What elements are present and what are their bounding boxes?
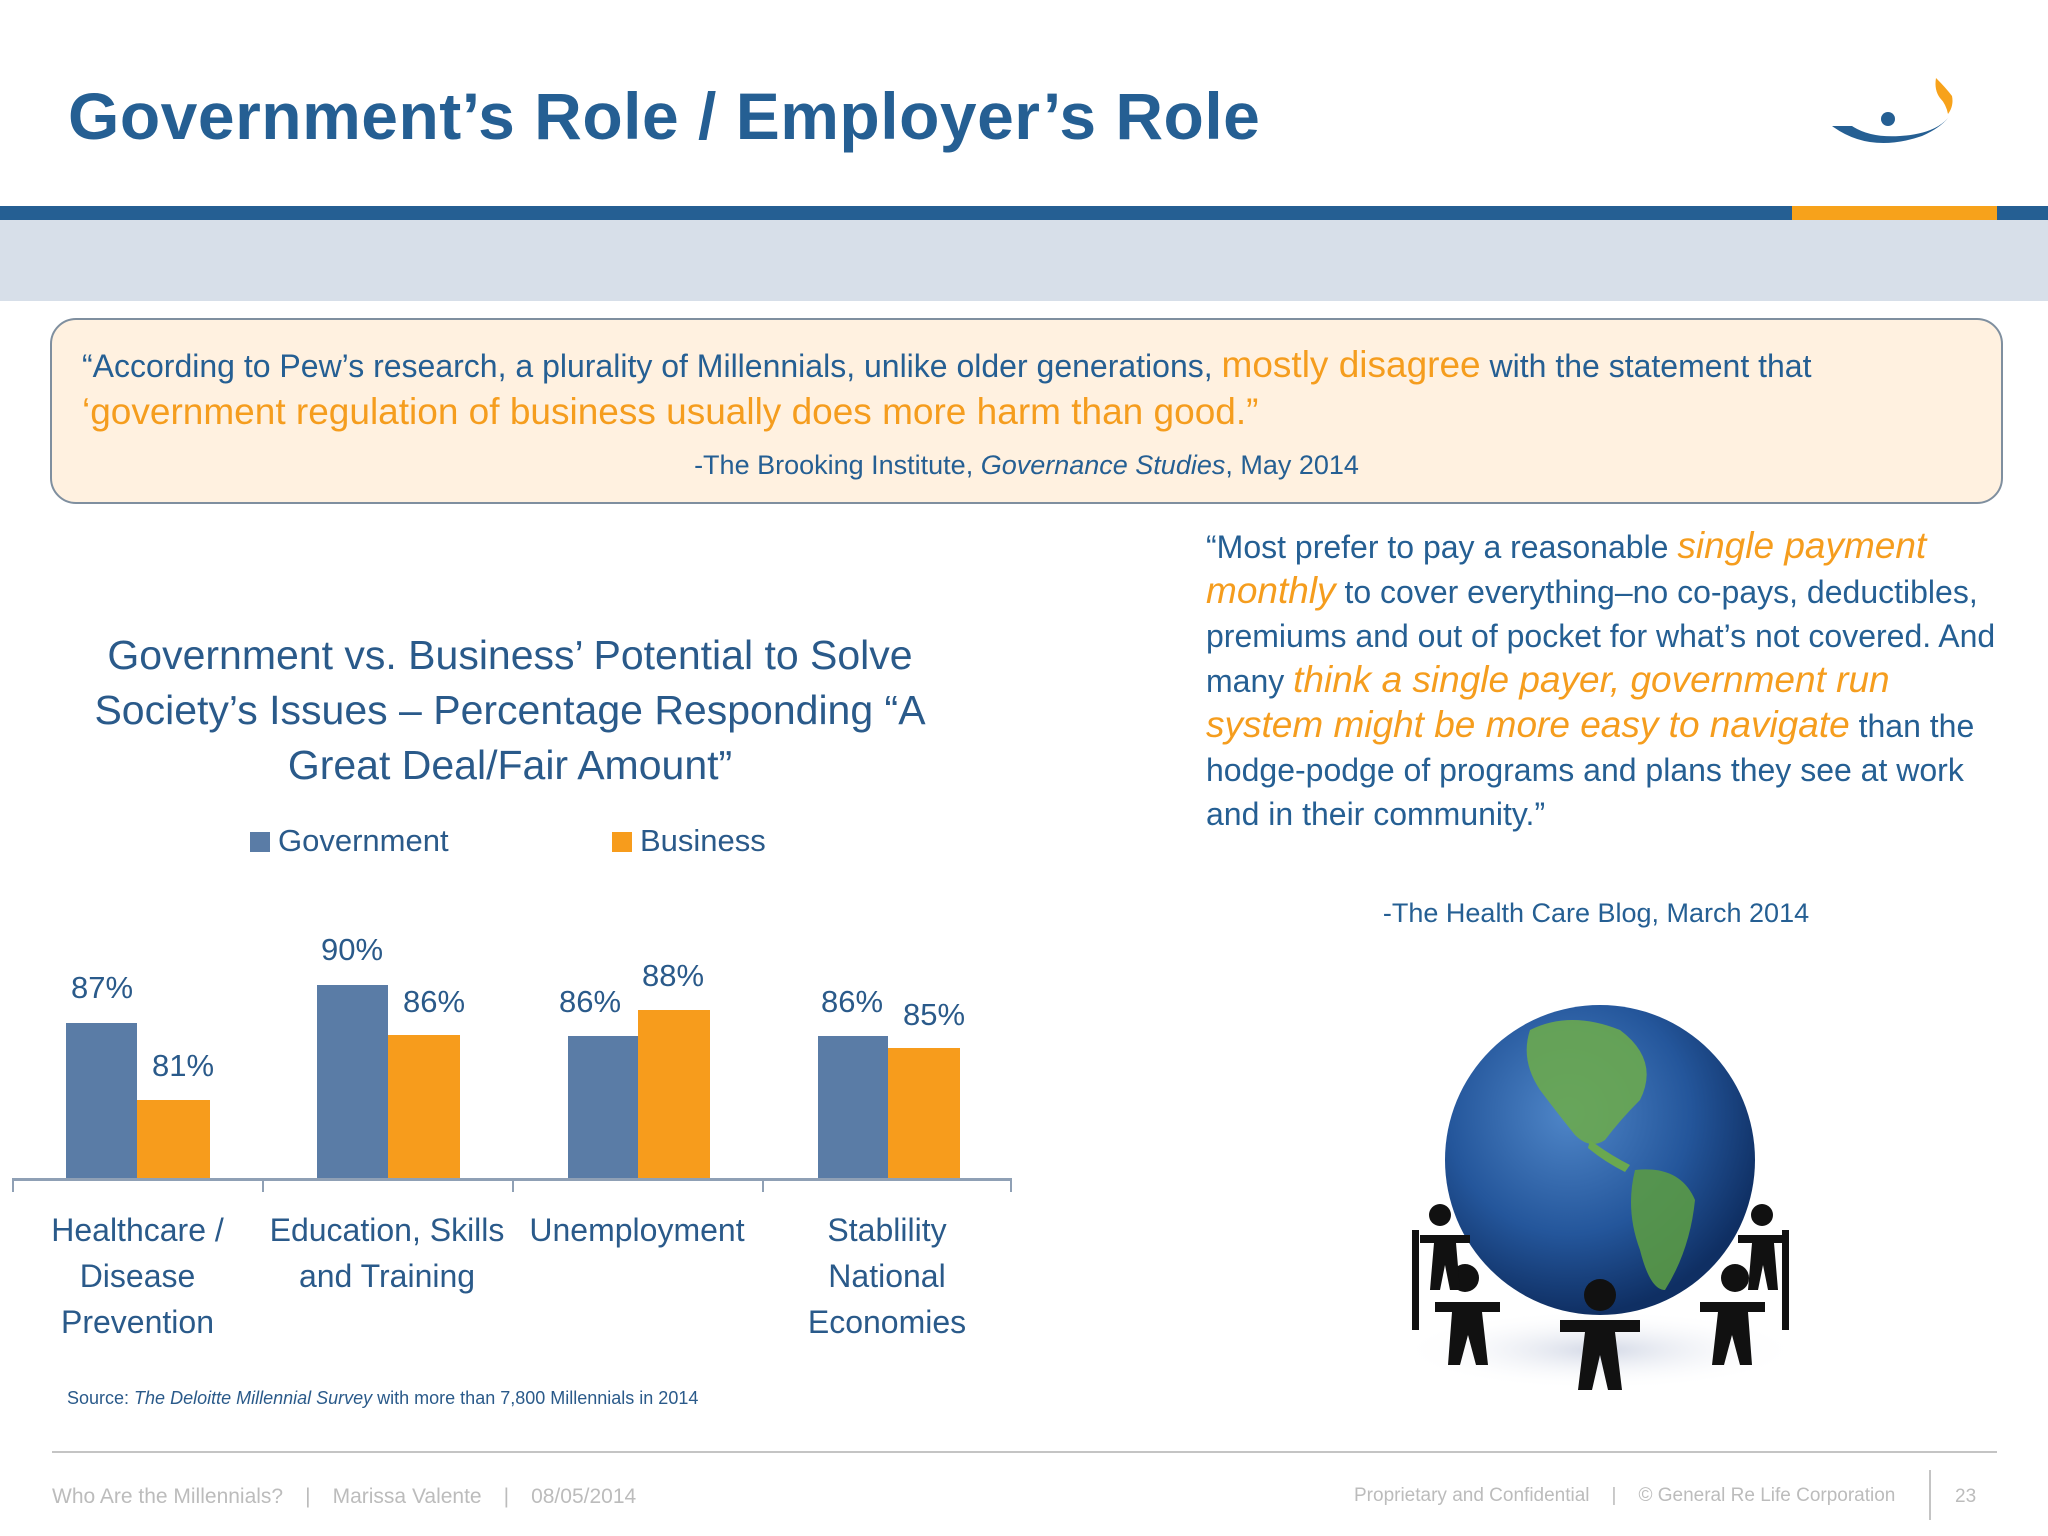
legend-swatch-business <box>612 832 632 852</box>
legend-label: Business <box>640 823 766 858</box>
header-band-orange <box>1792 206 1997 220</box>
quote-highlight: mostly disagree <box>1221 344 1481 385</box>
category-line: and Training <box>298 1258 476 1294</box>
health-care-blog-quote: “Most prefer to pay a reasonable single … <box>1206 524 2006 836</box>
legend-item-government: Government <box>250 823 449 859</box>
category-line: Unemployment <box>529 1212 745 1248</box>
page-number: 23 <box>1955 1486 1977 1507</box>
header-band-grey <box>0 220 2048 301</box>
category-line: Disease <box>79 1258 196 1294</box>
bar-government-stability <box>818 1036 888 1178</box>
bar-business-education <box>388 1035 460 1178</box>
quote-highlight: single payment monthly <box>1206 525 1927 611</box>
quote-text-part: to cover everything–no co-pays, deductib… <box>1206 574 1996 699</box>
bar-government-healthcare <box>66 1023 137 1178</box>
quote-text-part: than the hodge-podge of programs and pla… <box>1206 708 1975 832</box>
category-line: Education, Skills <box>269 1212 505 1248</box>
category-line: Prevention <box>61 1304 214 1340</box>
source-title: The Deloitte Millennial Survey <box>134 1388 373 1408</box>
footer-confidential: Proprietary and Confidential <box>1354 1485 1590 1506</box>
chart-source-note: Source: The Deloitte Millennial Survey w… <box>67 1388 698 1409</box>
value-label: 87% <box>70 970 134 1005</box>
globe-with-people-icon <box>1390 990 1810 1410</box>
footer-right: Proprietary and Confidential | © General R… <box>1354 1485 1895 1507</box>
footer-separator: | <box>305 1485 311 1508</box>
value-label: 85% <box>902 997 966 1032</box>
bar-business-healthcare <box>137 1100 210 1178</box>
quote-text-part: with the statement that <box>1480 348 1812 384</box>
bar-government-education <box>317 985 388 1178</box>
x-axis-tick <box>1010 1178 1012 1192</box>
footer-divider <box>52 1451 1997 1453</box>
value-label: 86% <box>558 984 622 1019</box>
x-axis-tick <box>762 1178 764 1192</box>
legend-item-business: Business <box>612 823 766 859</box>
category-line: National <box>828 1258 946 1294</box>
quote-text-part: “Most prefer to pay a reasonable <box>1206 529 1678 565</box>
attribution-date: , May 2014 <box>1225 450 1359 480</box>
category-label-unemployment: Unemployment <box>512 1207 762 1253</box>
category-label-healthcare: Healthcare / Disease Prevention <box>20 1207 255 1345</box>
quote-highlight: ‘government regulation of business usual… <box>82 391 1259 432</box>
quote-highlight: think a single payer, government run sys… <box>1206 659 1890 745</box>
bar-business-unemployment <box>638 1010 710 1178</box>
category-label-stability: Stablility National Economies <box>762 1207 1012 1345</box>
bar-chart-plot: 87% 81% 90% 86% 86% 88% 86% 85% <box>0 900 1020 1200</box>
attribution-publication: Governance Studies <box>980 450 1226 480</box>
category-label-education: Education, Skills and Training <box>262 1207 512 1299</box>
source-suffix: with more than 7,800 Millennials in 2014 <box>372 1388 699 1408</box>
x-axis-tick <box>262 1178 264 1192</box>
pew-quote-box: “According to Pew’s research, a pluralit… <box>50 318 2003 504</box>
category-line: Economies <box>807 1304 967 1340</box>
footer-separator: | <box>1611 1485 1617 1506</box>
quote-text-part: “According to Pew’s research, a pluralit… <box>82 348 1222 384</box>
page-title: Government’s Role / Employer’s Role <box>68 79 1261 153</box>
gen-re-logo-icon <box>1830 74 1970 154</box>
legend-label: Government <box>278 823 449 858</box>
footer-date: 08/05/2014 <box>531 1485 637 1508</box>
x-axis-tick <box>12 1178 14 1192</box>
header-band-blue <box>0 206 2048 220</box>
value-label: 86% <box>820 984 884 1019</box>
value-label: 88% <box>641 958 705 993</box>
chart-title: Government vs. Business’ Potential to So… <box>94 632 926 788</box>
health-care-blog-attribution: -The Health Care Blog, March 2014 <box>1382 898 1810 928</box>
legend-swatch-government <box>250 832 270 852</box>
footer-presentation-title: Who Are the Millennials? <box>52 1485 284 1508</box>
bar-business-stability <box>888 1048 960 1178</box>
footer-vertical-divider <box>1929 1470 1931 1520</box>
footer-left: Who Are the Millennials? | Marissa Valente… <box>52 1485 636 1509</box>
value-label: 90% <box>320 932 384 967</box>
category-line: Stablility <box>827 1212 947 1248</box>
bar-government-unemployment <box>568 1036 638 1178</box>
category-line: Healthcare / <box>51 1212 224 1248</box>
value-label: 86% <box>402 984 466 1019</box>
footer-author: Marissa Valente <box>332 1485 482 1508</box>
x-axis-tick <box>512 1178 514 1192</box>
attribution-text: -The Brooking Institute, <box>694 450 981 480</box>
footer-copyright: © General Re Life Corporation <box>1638 1485 1896 1506</box>
footer-separator: | <box>503 1485 510 1508</box>
pew-quote-text: “According to Pew’s research, a pluralit… <box>82 342 1982 436</box>
pew-quote-attribution: -The Brooking Institute, Governance Stud… <box>52 450 2001 481</box>
value-label: 81% <box>151 1048 215 1083</box>
source-prefix: Source: <box>67 1388 135 1408</box>
